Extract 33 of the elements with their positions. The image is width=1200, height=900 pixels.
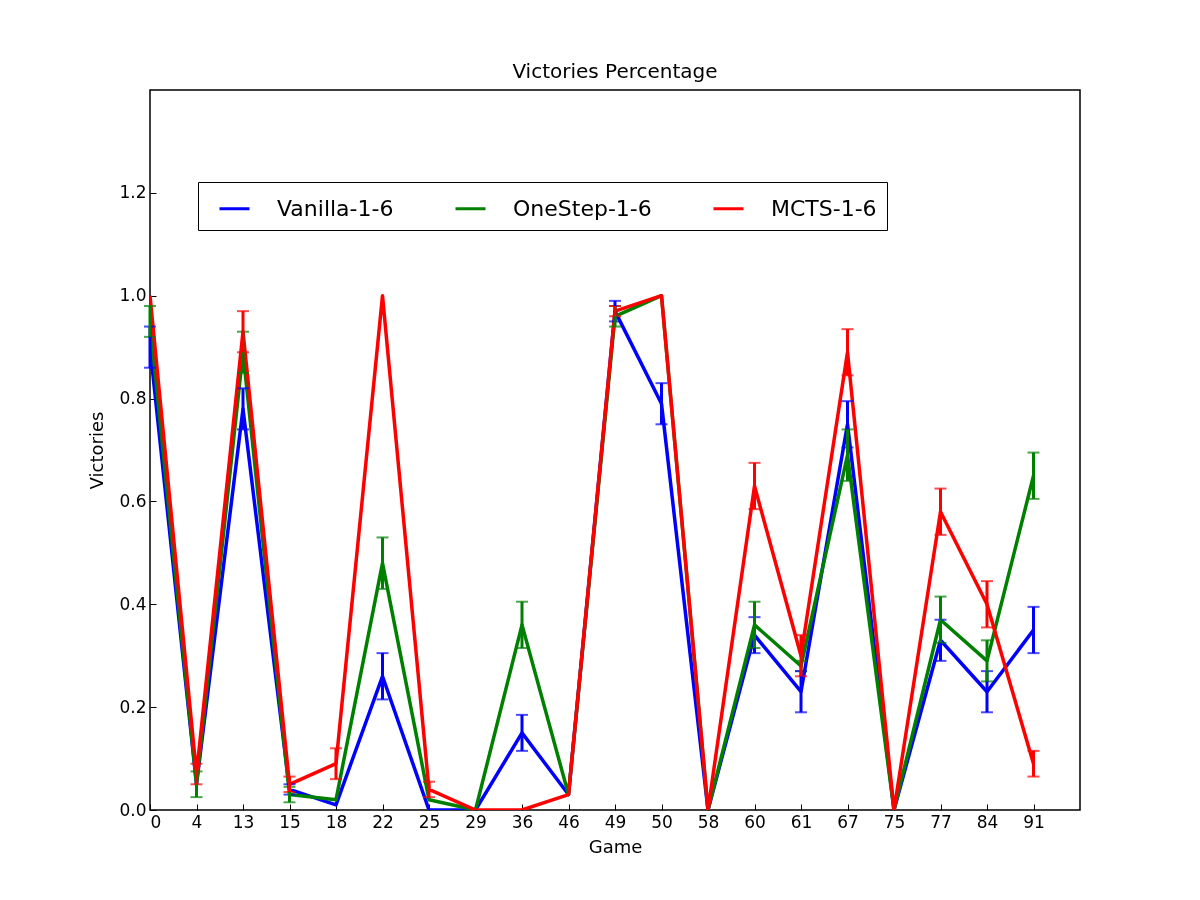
y-tick-label: 0.8 xyxy=(119,388,147,409)
legend-label: MCTS-1-6 xyxy=(771,195,877,221)
x-tick-label: 25 xyxy=(418,811,441,832)
y-tick-label: 1.2 xyxy=(119,182,147,203)
x-tick-label: 77 xyxy=(930,811,952,832)
x-tick-label: 91 xyxy=(1023,811,1045,832)
x-tick-label: 36 xyxy=(511,811,534,832)
x-tick-label: 15 xyxy=(279,811,301,832)
x-tick-label: 0 xyxy=(150,811,162,832)
y-tick-label: 0.0 xyxy=(119,799,147,820)
y-axis-title: Victories xyxy=(86,411,108,490)
y-tick-label: 0.6 xyxy=(119,490,147,511)
x-tick-label: 50 xyxy=(651,811,673,832)
x-tick-label: 67 xyxy=(837,811,859,832)
x-tick-label: 61 xyxy=(790,811,813,832)
y-tick-label: 0.4 xyxy=(119,593,147,614)
x-tick-label: 49 xyxy=(604,811,627,832)
x-tick-label: 4 xyxy=(191,811,203,832)
x-tick-label: 46 xyxy=(558,811,580,832)
x-tick-label: 58 xyxy=(697,811,720,832)
x-tick-label: 29 xyxy=(465,811,487,832)
y-tick-label: 0.2 xyxy=(119,696,147,717)
legend-label: OneStep-1-6 xyxy=(513,195,652,221)
legend-label: Vanilla-1-6 xyxy=(277,195,394,221)
x-tick-label: 60 xyxy=(744,811,766,832)
y-tick-label: 1.0 xyxy=(119,285,147,306)
x-tick-label: 13 xyxy=(232,811,255,832)
x-tick-label: 22 xyxy=(372,811,394,832)
chart-title: Victories Percentage xyxy=(512,59,718,83)
x-axis-title: Game xyxy=(588,835,643,857)
x-tick-label: 75 xyxy=(883,811,906,832)
x-tick-label: 84 xyxy=(976,811,999,832)
x-tick-label: 18 xyxy=(325,811,348,832)
